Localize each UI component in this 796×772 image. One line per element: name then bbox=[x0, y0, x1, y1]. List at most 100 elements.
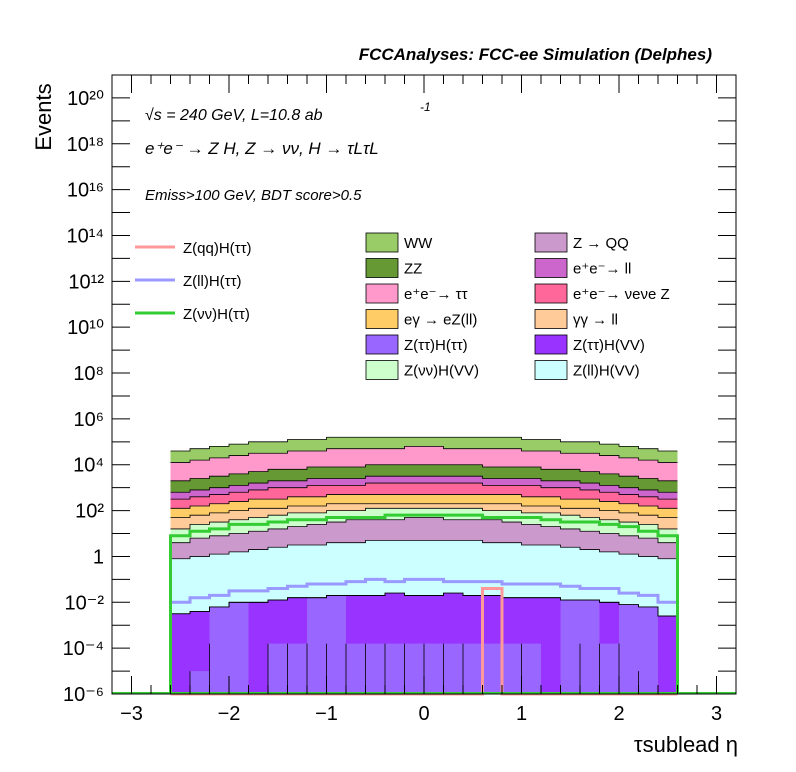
y-tick-label: 10⁸ bbox=[73, 363, 104, 385]
legend-fill-label: e⁺e⁻→ ττ bbox=[404, 286, 468, 303]
bar-zhvv bbox=[541, 597, 561, 694]
bar-ztautau-htautau bbox=[326, 643, 346, 694]
stack-outline bbox=[170, 464, 678, 482]
y-tick-label: 1 bbox=[93, 546, 104, 568]
bar-ztautau-htautau bbox=[209, 643, 229, 694]
sqrt-s-annotation: √s = 240 GeV, L=10.8 ab bbox=[145, 107, 323, 124]
legend-fill-label: Z → QQ bbox=[573, 235, 629, 252]
bar-ztautau-htautau bbox=[404, 643, 424, 694]
stack-outline bbox=[170, 436, 678, 452]
bar-ztautau-htautau bbox=[268, 643, 288, 694]
x-tick-label: 3 bbox=[711, 703, 722, 725]
plot-area bbox=[112, 436, 736, 696]
axes: −3 −2 −1 0 1 2 3 10⁻⁶ 10⁻⁴ 10⁻² 1 10² 10⁴ 10⁶ 10⁸ 10¹⁰ 1… bbox=[63, 74, 737, 725]
legend-fill-swatch bbox=[365, 360, 399, 380]
series-line-zh bbox=[169, 513, 679, 694]
bar-ztautau-htautau bbox=[619, 643, 639, 694]
y-tick-label: 10² bbox=[75, 501, 104, 523]
bar-ztautau-htautau bbox=[385, 643, 405, 694]
stack-outline bbox=[170, 592, 678, 617]
y-tick-label: 10¹² bbox=[68, 271, 104, 293]
x-tick-label: −1 bbox=[315, 703, 338, 725]
stack-outline bbox=[170, 482, 678, 500]
legend-fill-swatch bbox=[534, 309, 568, 329]
bar-ztautau-htautau bbox=[580, 643, 600, 694]
bar-ztautau-htautau bbox=[346, 643, 366, 694]
legend-fill-swatch bbox=[534, 258, 568, 278]
x-tick-label: −2 bbox=[218, 703, 241, 725]
stack-outline bbox=[170, 539, 678, 560]
stack-outline bbox=[170, 503, 678, 518]
legend-fill-label: eγ → eZ(ll) bbox=[404, 312, 477, 329]
legend-line-label: Z(qq)H(ττ) bbox=[183, 240, 252, 257]
lumi-exponent: -1 bbox=[420, 100, 431, 114]
x-axis-label: τsublead η bbox=[634, 732, 738, 757]
legend-fill-swatch bbox=[365, 309, 399, 329]
bar-ztautau-htautau bbox=[521, 643, 541, 694]
legend-fill-label: Z(νν)H(VV) bbox=[404, 363, 479, 380]
legend-fill-label: γγ → ll bbox=[573, 312, 618, 329]
legend-fill-swatch bbox=[365, 334, 399, 355]
legend-fill-label: ZZ bbox=[404, 261, 422, 278]
stack-outline bbox=[170, 446, 678, 463]
bar-ztautau-htautau bbox=[443, 643, 463, 694]
bar-zhvv bbox=[248, 602, 268, 694]
legend-fill-swatch bbox=[534, 360, 568, 380]
x-tick-label: 1 bbox=[516, 703, 527, 725]
y-tick-label: 10⁻² bbox=[65, 592, 105, 614]
y-axis-label: Events bbox=[31, 83, 56, 150]
y-tick-label: 10¹⁶ bbox=[67, 180, 104, 202]
bar-zh bbox=[229, 602, 249, 694]
bar-ztautau-htautau bbox=[190, 671, 210, 694]
legend-fill-swatch bbox=[365, 232, 399, 253]
cuts-annotation: Emiss>100 GeV, BDT score>0.5 bbox=[145, 187, 362, 204]
legend-fill-swatch bbox=[365, 258, 399, 278]
bar-zhvv bbox=[170, 613, 190, 694]
stack-outline bbox=[170, 507, 678, 530]
legend-line-label: Z(ll)H(ττ) bbox=[183, 273, 242, 290]
legend-fill-label: e⁺e⁻→ νeνe Z bbox=[573, 286, 670, 303]
bar-ztautau-htautau bbox=[287, 643, 307, 694]
legend-fill-label: Z(ττ)H(ττ) bbox=[404, 337, 468, 354]
x-tick-label: 0 bbox=[418, 703, 429, 725]
legend: Z(qq)H(ττ) Z(ll)H(ττ) Z(νν)H(ττ) WW ZZ e⁺e⁻→ … bbox=[135, 232, 670, 380]
annotations: √s = 240 GeV, L=10.8 ab -1 e⁺e⁻ → Z H, Z… bbox=[145, 100, 431, 204]
legend-fill-label: Z(ll)H(VV) bbox=[573, 363, 640, 380]
y-tick-label: 10¹⁴ bbox=[67, 225, 105, 247]
bar-zh bbox=[560, 600, 580, 694]
y-tick-label: 10⁴ bbox=[73, 455, 104, 477]
legend-fill-swatch bbox=[534, 232, 568, 253]
sqrt-s-text: s = 240 GeV, L=10.8 ab bbox=[154, 107, 323, 124]
bar-ztautau-htautau bbox=[365, 643, 385, 694]
bar-zhvv bbox=[658, 616, 678, 694]
bar-ztautau-htautau bbox=[599, 643, 619, 694]
bar-ztautau-htautau bbox=[502, 643, 522, 694]
bar-ztautau-htautau bbox=[463, 643, 483, 694]
chart-title: FCCAnalyses: FCC-ee Simulation (Delphes) bbox=[359, 45, 713, 64]
y-tick-label: 10⁶ bbox=[74, 409, 104, 431]
bar-ztautau-htautau bbox=[638, 671, 658, 694]
stack-outline bbox=[170, 475, 678, 493]
y-tick-label: 10⁻⁴ bbox=[63, 638, 104, 660]
x-tick-label: 2 bbox=[613, 703, 624, 725]
y-tick-label: 10¹⁸ bbox=[67, 134, 104, 156]
legend-fill-swatch bbox=[534, 334, 568, 355]
legend-fill-swatch bbox=[534, 283, 568, 304]
legend-fill-label: WW bbox=[404, 235, 433, 252]
bar-ztautau-htautau bbox=[424, 643, 444, 694]
stack-outline bbox=[170, 494, 678, 509]
bar-ztautau-htautau bbox=[307, 643, 327, 694]
stack-outline bbox=[170, 517, 678, 544]
series-line-zllh bbox=[169, 577, 679, 694]
bar-ztautau-htautau bbox=[482, 643, 502, 694]
y-tick-label: 10¹⁰ bbox=[67, 317, 104, 339]
x-tick-label: −3 bbox=[120, 703, 143, 725]
legend-fill-label: e⁺e⁻→ ll bbox=[573, 261, 631, 278]
sqrt-symbol: √ bbox=[145, 107, 154, 124]
legend-line-label: Z(νν)H(ττ) bbox=[183, 306, 250, 323]
process-annotation: e⁺e⁻ → Z H, Z → νν, H → τLτL bbox=[145, 139, 379, 158]
legend-fill-swatch bbox=[365, 283, 399, 304]
legend-fill-label: Z(ττ)H(VV) bbox=[573, 337, 645, 354]
y-tick-label: 10²⁰ bbox=[67, 88, 104, 110]
